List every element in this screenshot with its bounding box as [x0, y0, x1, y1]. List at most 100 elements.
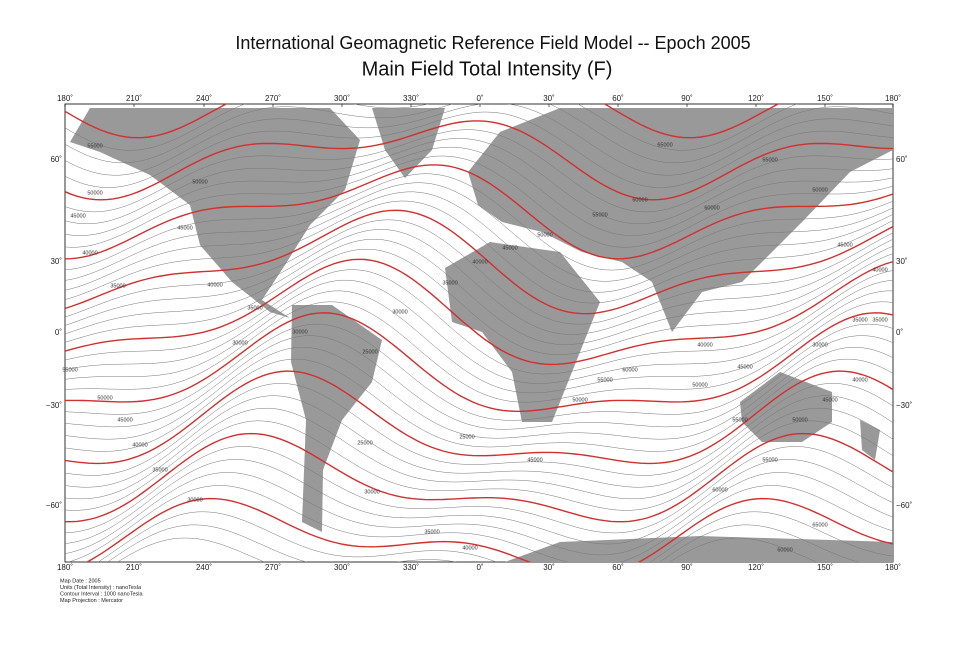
contour-label: 45000: [117, 417, 132, 423]
major-contour: [65, 120, 893, 201]
longitude-label: 60˚: [612, 94, 624, 103]
contour-label: 30000: [364, 489, 379, 495]
minor-contour: [67, 485, 893, 562]
contour-label: 45000: [177, 225, 192, 231]
contour-label: 25000: [459, 434, 474, 440]
minor-contour: [65, 335, 893, 430]
contour-label: 40000: [132, 442, 147, 448]
minor-contour: [107, 524, 860, 562]
longitude-label: 30˚: [543, 94, 555, 103]
minor-contour: [117, 537, 818, 562]
footer-note: Contour Interval : 1000 nanoTesla: [60, 591, 143, 597]
contour-label: 55000: [87, 143, 102, 149]
longitude-label: 240˚: [196, 563, 212, 572]
minor-contour: [65, 104, 893, 164]
minor-contour: [65, 301, 893, 403]
contour-label: 35000: [424, 529, 439, 535]
contour-label: 45000: [737, 364, 752, 370]
contour-label: 50000: [792, 417, 807, 423]
contour-label: 50000: [572, 397, 587, 403]
minor-contour: [65, 238, 893, 345]
minor-contour: [65, 146, 893, 236]
minor-contour: [65, 446, 893, 534]
minor-contour: [65, 358, 893, 452]
longitude-label: 90˚: [681, 563, 693, 572]
latitude-label: −60˚: [46, 501, 63, 510]
longitude-label: 0˚: [476, 94, 483, 103]
footer-note: Units (Total Intensity) : nanoTesla: [60, 585, 142, 591]
minor-contour: [65, 279, 893, 384]
longitude-label: 60˚: [612, 563, 624, 572]
minor-contour: [65, 155, 893, 248]
minor-contour: [65, 138, 893, 225]
longitude-label: 180˚: [57, 94, 73, 103]
labels: 180˚ 180˚ 210˚ 210˚ 240˚ 240˚ 270˚ 270˚ 300˚ 300˚…: [46, 94, 913, 604]
footer-note: Map Date : 2005: [60, 578, 101, 584]
longitude-label: 180˚: [885, 94, 901, 103]
contour-label: 35000: [852, 317, 867, 323]
contour-label: 65000: [657, 142, 672, 148]
contour-label: 45000: [502, 245, 517, 251]
latitude-label: 60˚: [896, 155, 908, 164]
major-contour: [65, 258, 893, 366]
minor-contour: [65, 323, 893, 421]
contour-label: 60000: [777, 547, 792, 553]
minor-contour: [65, 269, 893, 375]
contour-label: 50000: [537, 232, 552, 238]
minor-contour: [65, 229, 893, 335]
minor-contour: [97, 511, 893, 562]
contour-label: 45000: [70, 213, 85, 219]
contour-label: 30000: [187, 497, 202, 503]
contour-label: 35000: [152, 467, 167, 473]
contour-label: 40000: [82, 250, 97, 256]
minor-contour: [65, 104, 893, 176]
minor-contour: [65, 191, 893, 293]
major-contour: [85, 497, 893, 562]
minor-contour: [65, 219, 893, 325]
contour-label: 60000: [632, 197, 647, 203]
contour-label: 40000: [697, 342, 712, 348]
contour-label: 55000: [732, 417, 747, 423]
footer-note: Map Projection : Mercator: [60, 598, 123, 604]
contour-label: 50000: [87, 190, 102, 196]
minor-contour: [65, 129, 893, 213]
longitude-label: 150˚: [817, 563, 833, 572]
latitude-label: 0˚: [896, 328, 903, 337]
minor-contour: [65, 104, 798, 151]
longitude-label: 120˚: [748, 563, 764, 572]
longitude-label: 300˚: [334, 94, 350, 103]
minor-contour: [65, 182, 893, 282]
land: [70, 108, 893, 562]
major-contour: [65, 104, 780, 139]
contour-label: 60000: [622, 367, 637, 373]
latitude-label: 30˚: [50, 257, 62, 266]
longitude-label: 240˚: [196, 94, 212, 103]
contour-label: 45000: [822, 397, 837, 403]
minor-contour: [65, 420, 893, 511]
contour-label: 35000: [110, 283, 125, 289]
minor-contour: [65, 173, 893, 271]
minor-contour: [65, 347, 893, 440]
title: International Geomagnetic Reference Fiel…: [235, 33, 750, 53]
major-contour: [65, 164, 893, 260]
longitude-label: 300˚: [334, 563, 350, 572]
minor-contour: [65, 407, 893, 500]
contour-label: 35000: [442, 280, 457, 286]
contour-label: 40000: [852, 377, 867, 383]
contour-label: 35000: [872, 317, 887, 323]
contour-label: 30000: [232, 340, 247, 346]
latitude-label: 30˚: [896, 257, 908, 266]
subtitle: Main Field Total Intensity (F): [362, 58, 613, 80]
major-contour: [65, 432, 893, 523]
longitude-label: 330˚: [403, 94, 419, 103]
contour-label: 65000: [812, 522, 827, 528]
contour-label: 50000: [97, 395, 112, 401]
contour-label: 55000: [762, 457, 777, 463]
contour-label: 25000: [362, 349, 377, 355]
contour-label: 40000: [462, 545, 477, 551]
longitude-label: 90˚: [681, 94, 693, 103]
longitude-label: 120˚: [748, 94, 764, 103]
minor-contour: [65, 383, 893, 476]
contour-label: 30000: [292, 329, 307, 335]
contour-label: 55000: [592, 212, 607, 218]
